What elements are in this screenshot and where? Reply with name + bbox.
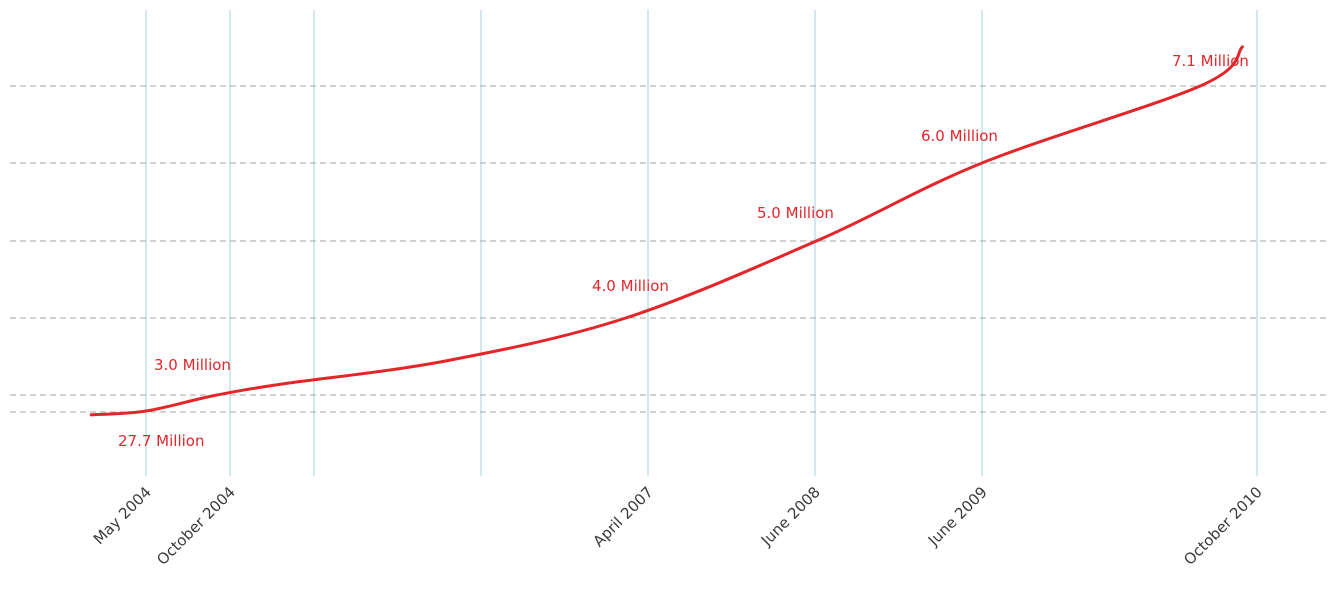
x-tick-label: May 2004: [90, 483, 155, 548]
data-label: 5.0 Million: [757, 204, 834, 222]
x-tick-label: October 2010: [1180, 483, 1266, 569]
x-tick-label: June 2008: [757, 483, 824, 550]
point-labels: 27.7 Million 3.0 Million 4.0 Million 5.0…: [118, 52, 1249, 450]
data-label: 3.0 Million: [154, 356, 231, 374]
series-line: [89, 45, 1244, 417]
data-label: 7.1 Million: [1172, 52, 1249, 70]
horizontal-gridlines: [10, 85, 1330, 413]
x-tick-label: April 2007: [589, 483, 656, 550]
x-tick-label: October 2004: [153, 483, 239, 569]
data-label: 4.0 Million: [592, 277, 669, 295]
vertical-gridlines: [145, 10, 1258, 476]
data-label: 6.0 Million: [921, 127, 998, 145]
data-label: 27.7 Million: [118, 432, 204, 450]
x-tick-label: June 2009: [924, 483, 991, 550]
